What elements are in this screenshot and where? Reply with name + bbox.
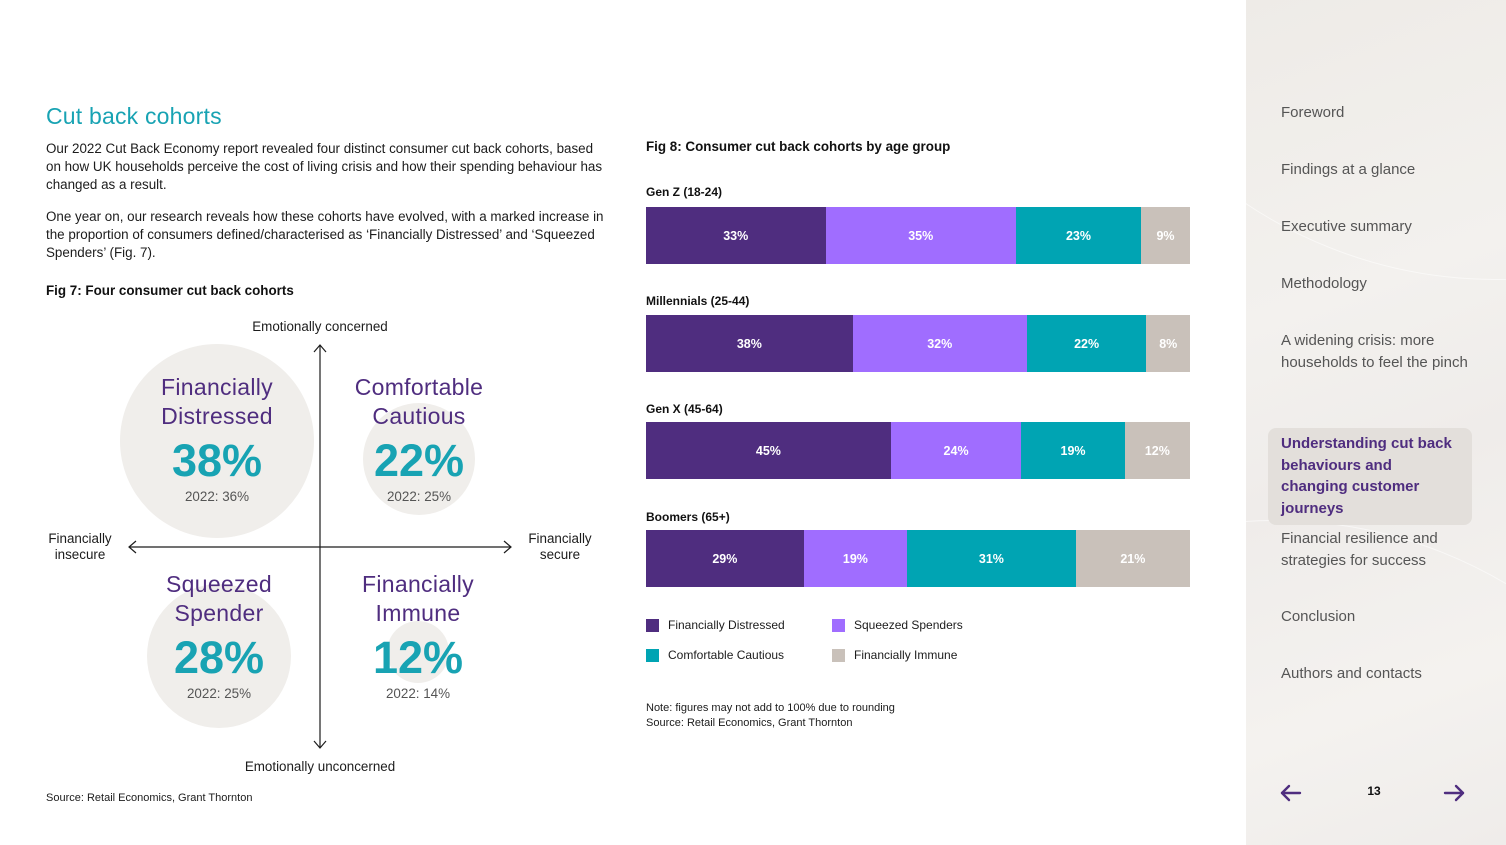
legend-swatch — [832, 618, 845, 632]
bar-segment-comfortable-cautious: 23% — [1015, 207, 1142, 264]
legend-swatch — [832, 648, 845, 662]
arrow-right-icon — [1443, 784, 1465, 802]
previous-page-button[interactable] — [1278, 780, 1304, 806]
bar-segment-financially-immune: 21% — [1075, 530, 1190, 587]
bar-segment-financially-distressed: 33% — [646, 207, 826, 264]
cohort-name-line2: Spender — [174, 600, 264, 626]
legend-item-financially-distressed: Financially Distressed — [646, 618, 785, 632]
axis-label-right: Financially secure — [528, 531, 592, 562]
bar-label-boomers-65: Boomers (65+) — [646, 510, 730, 524]
fig8-title: Fig 8: Consumer cut back cohorts by age … — [646, 139, 951, 154]
section-title: Cut back cohorts — [46, 103, 222, 129]
bar-segment-squeezed-spenders: 19% — [803, 530, 908, 587]
axis-label-bottom: Emotionally unconcerned — [244, 759, 396, 774]
arrow-down-icon — [313, 740, 327, 749]
bar-label-millennials-25-44: Millennials (25-44) — [646, 294, 750, 308]
cohort-name-line2: Distressed — [161, 403, 273, 429]
sidebar-item-methodology[interactable]: Methodology — [1281, 275, 1367, 292]
arrow-up-icon — [313, 344, 327, 353]
bar-segment-financially-immune: 12% — [1124, 422, 1190, 479]
bar-segment-squeezed-spenders: 35% — [825, 207, 1016, 264]
fig8-source: Source: Retail Economics, Grant Thornton — [646, 717, 853, 729]
cohort-previous-year: 2022: 36% — [184, 489, 250, 504]
bar-segment-financially-distressed: 29% — [646, 530, 804, 587]
stacked-bar-gen-x-45-64: 45% 24% 19% 12% — [646, 422, 1190, 479]
legend-label: Comfortable Cautious — [668, 648, 785, 662]
arrow-right-axis-icon — [503, 540, 512, 554]
sidebar-item-executive-summary[interactable]: Executive summary — [1281, 218, 1412, 235]
legend-swatch — [646, 618, 659, 632]
legend-label: Squeezed Spenders — [854, 618, 963, 632]
bar-label-gen-z-18-24: Gen Z (18-24) — [646, 185, 723, 199]
intro-paragraph-2: One year on, our research reveals how th… — [46, 208, 604, 261]
cohort-financially-distressed: Financially Distressed 38% 2022: 36% — [117, 373, 317, 504]
cohort-name-line1: Squeezed — [166, 571, 272, 597]
sidebar-navigation: Foreword Findings at a glance Executive su… — [1246, 0, 1506, 845]
page-number: 13 — [1367, 784, 1381, 798]
axis-label-top: Emotionally concerned — [252, 319, 388, 334]
cohort-percentage: 38% — [171, 435, 263, 486]
cohort-previous-year: 2022: 14% — [385, 686, 451, 701]
cohort-name-line1: Comfortable — [354, 374, 484, 400]
sidebar-item-understanding-cut-back-behaviours-and-changing-customer-journeys[interactable]: Understanding cut back behaviours and ch… — [1268, 428, 1472, 525]
cohort-percentage: 12% — [372, 632, 464, 683]
sidebar-item-conclusion[interactable]: Conclusion — [1281, 608, 1356, 625]
bar-segment-financially-distressed: 45% — [646, 422, 891, 479]
sidebar-item-findings-at-a-glance[interactable]: Findings at a glance — [1281, 161, 1416, 178]
stacked-bar-boomers-65: 29% 19% 31% 21% — [646, 530, 1190, 587]
bar-segment-financially-immune: 9% — [1141, 207, 1190, 264]
cohort-comfortable-cautious: Comfortable Cautious 22% 2022: 25% — [319, 373, 519, 504]
cohort-percentage: 22% — [373, 435, 465, 486]
bar-segment-financially-immune: 8% — [1146, 315, 1190, 372]
bar-segment-financially-distressed: 38% — [646, 315, 853, 372]
sidebar-item-a-widening-crisis-more-households-to-feel-the-pinch[interactable]: A widening crisis: more households to fe… — [1281, 332, 1468, 371]
fig7-quadrant-chart: Emotionally concerned Emotionally unconc… — [0, 0, 640, 845]
fig7-source: Source: Retail Economics, Grant Thornton — [46, 792, 253, 804]
legend-label: Financially Distressed — [668, 618, 785, 632]
fig8-notes: Note: figures may not add to 100% due to… — [646, 701, 895, 731]
bar-segment-comfortable-cautious: 31% — [907, 530, 1076, 587]
bubble-financially-distressed — [120, 344, 314, 538]
bubble-financially-immune — [387, 621, 449, 683]
arrow-left-axis-icon — [128, 540, 137, 554]
next-page-button[interactable] — [1441, 780, 1467, 806]
bar-segment-comfortable-cautious: 22% — [1026, 315, 1147, 372]
legend-item-financially-immune: Financially Immune — [832, 648, 957, 662]
cohort-previous-year: 2022: 25% — [186, 686, 252, 701]
legend-swatch — [646, 648, 659, 662]
quadrant-svg — [120, 344, 512, 749]
sidebar-item-financial-resilience-and-strategies-for-success[interactable]: Financial resilience and strategies for … — [1281, 530, 1438, 569]
background-swoosh — [1246, 0, 1506, 280]
sidebar-item-authors-and-contacts[interactable]: Authors and contacts — [1281, 665, 1422, 682]
cohort-financially-immune: Financially Immune 12% 2022: 14% — [318, 570, 518, 701]
main-content: Cut back cohorts Our 2022 Cut Back Econo… — [0, 0, 1190, 845]
bar-segment-comfortable-cautious: 19% — [1021, 422, 1125, 479]
stacked-bar-gen-z-18-24: 33% 35% 23% 9% — [646, 207, 1190, 264]
arrow-left-icon — [1280, 784, 1302, 802]
bar-label-gen-x-45-64: Gen X (45-64) — [646, 402, 723, 416]
cohort-name-line2: Cautious — [372, 403, 466, 429]
cohort-previous-year: 2022: 25% — [386, 489, 452, 504]
sidebar-item-foreword[interactable]: Foreword — [1281, 104, 1345, 121]
axis-label-left: Financially insecure — [48, 531, 112, 562]
cohort-percentage: 28% — [173, 632, 265, 683]
bubble-comfortable-cautious — [363, 403, 475, 515]
intro-text: Our 2022 Cut Back Economy report reveale… — [46, 140, 606, 275]
intro-paragraph-1: Our 2022 Cut Back Economy report reveale… — [46, 141, 603, 193]
cohort-name-line1: Financially — [161, 374, 273, 400]
bar-segment-squeezed-spenders: 24% — [890, 422, 1022, 479]
stacked-bar-millennials-25-44: 38% 32% 22% 8% — [646, 315, 1190, 372]
pager: 13 — [1246, 778, 1506, 808]
legend-item-comfortable-cautious: Comfortable Cautious — [646, 648, 784, 662]
legend-item-squeezed-spenders: Squeezed Spenders — [832, 618, 963, 632]
cohort-squeezed-spender: Squeezed Spender 28% 2022: 25% — [119, 570, 319, 701]
bubble-squeezed-spender — [147, 584, 291, 728]
fig7-title: Fig 7: Four consumer cut back cohorts — [46, 283, 294, 298]
cohort-name-line2: Immune — [375, 600, 461, 626]
legend-label: Financially Immune — [854, 648, 958, 662]
bar-segment-squeezed-spenders: 32% — [852, 315, 1027, 372]
fig8-note: Note: figures may not add to 100% due to… — [646, 702, 895, 714]
cohort-name-line1: Financially — [362, 571, 474, 597]
